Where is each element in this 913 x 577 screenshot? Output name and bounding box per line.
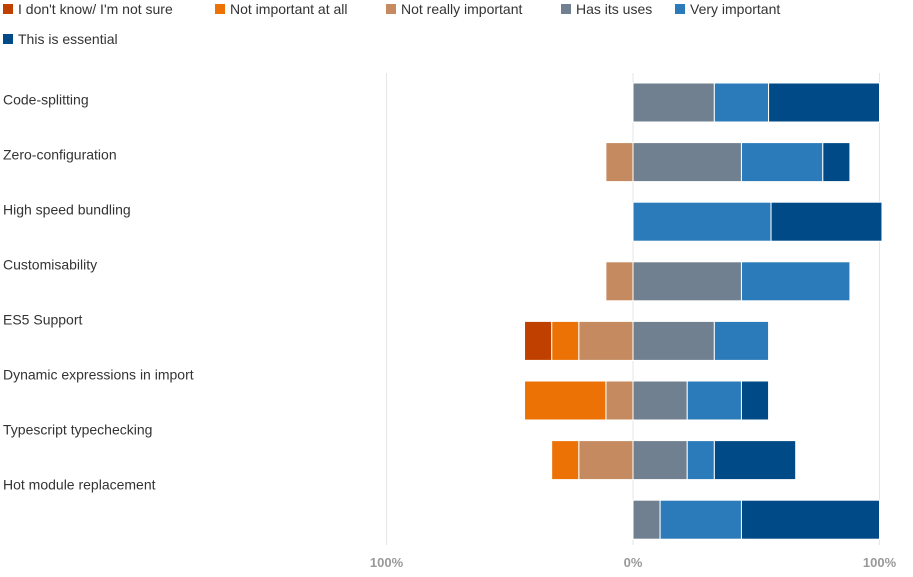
category-label: Dynamic expressions in import: [3, 367, 194, 383]
legend-item[interactable]: Not important at all: [212, 1, 348, 17]
bar-segment: [605, 261, 634, 302]
legend-item[interactable]: I don't know/ I'm not sure: [0, 1, 173, 17]
bar-segment: [632, 261, 742, 302]
legend-swatch: [215, 4, 225, 14]
category-label: Code-splitting: [3, 92, 89, 108]
legend-item[interactable]: Very important: [672, 1, 780, 17]
bar-segment: [740, 499, 881, 540]
bar-segment: [632, 380, 688, 421]
legend-label: This is essential: [18, 31, 118, 47]
bar-segment: [740, 142, 824, 183]
category-label: Typescript typechecking: [3, 422, 152, 438]
bar-segment: [578, 320, 634, 361]
legend-swatch: [386, 4, 396, 14]
category-label: High speed bundling: [3, 202, 131, 218]
bar-segment: [632, 320, 715, 361]
bar-segment: [713, 440, 797, 481]
bar-segment: [632, 82, 715, 123]
legend-swatch: [3, 34, 13, 44]
legend-label: Not really important: [401, 1, 523, 17]
x-tick-label: 0%: [624, 555, 643, 570]
bar-segment: [770, 201, 883, 242]
legend-label: I don't know/ I'm not sure: [18, 1, 173, 17]
bar-segment: [605, 142, 634, 183]
bar-segment: [713, 320, 770, 361]
bar-segment: [768, 82, 881, 123]
bar-segment: [686, 440, 715, 481]
bar-segment: [713, 82, 770, 123]
bar-segment: [659, 499, 742, 540]
bar-segment: [822, 142, 851, 183]
x-tick-label: 100%: [863, 555, 897, 570]
bar-segment: [632, 201, 772, 242]
legend-swatch: [561, 4, 571, 14]
legend-swatch: [675, 4, 685, 14]
bar-segment: [632, 440, 688, 481]
legend-item[interactable]: Has its uses: [558, 1, 652, 17]
category-label: ES5 Support: [3, 312, 82, 328]
bar-segment: [551, 440, 580, 481]
bar-segment: [551, 320, 580, 361]
bar-segment: [632, 499, 661, 540]
category-label: Zero-configuration: [3, 147, 117, 163]
legend-item[interactable]: Not really important: [383, 1, 522, 17]
bar-segment: [578, 440, 634, 481]
category-label: Hot module replacement: [3, 477, 156, 493]
bar-segment: [686, 380, 742, 421]
legend-swatch: [3, 4, 13, 14]
bar-segment: [740, 261, 851, 302]
bar-segment: [632, 142, 742, 183]
legend-label: Not important at all: [230, 1, 348, 17]
x-tick-label: 100%: [370, 555, 404, 570]
bar-segment: [524, 320, 553, 361]
bar-segment: [605, 380, 634, 421]
bar-segment: [740, 380, 770, 421]
bar-segment: [524, 380, 607, 421]
legend-label: Very important: [690, 1, 781, 17]
legend-label: Has its uses: [576, 1, 653, 17]
category-label: Customisability: [3, 257, 97, 273]
legend-item[interactable]: This is essential: [0, 31, 118, 47]
